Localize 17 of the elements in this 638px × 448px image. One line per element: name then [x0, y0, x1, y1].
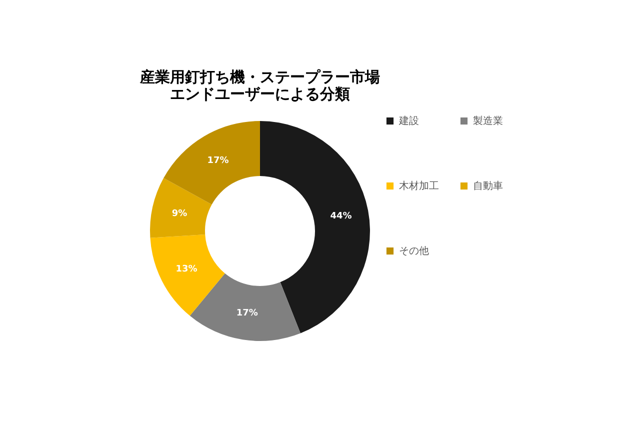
data-label: 17%: [236, 308, 258, 318]
text: 産業用釘打ち機・ステープラー市場: [140, 68, 380, 86]
legend-label: 製造業: [473, 115, 503, 127]
legend-label: 建設: [398, 115, 419, 127]
data-label: 9%: [172, 209, 188, 220]
text: エンドユーザーによる分類: [170, 85, 350, 103]
legend-label: 自動車: [473, 180, 503, 192]
legend-label: 木材加工: [399, 180, 439, 192]
data-label: 44%: [330, 212, 352, 222]
data-label: 17%: [207, 156, 229, 166]
donut-slice: [164, 121, 260, 205]
data-label: 13%: [176, 264, 198, 274]
donut-slice: [150, 178, 212, 238]
donut-slice: [260, 121, 370, 334]
donut-slice: [190, 273, 300, 341]
legend-label: その他: [399, 245, 429, 257]
donut-slice: [150, 234, 225, 316]
